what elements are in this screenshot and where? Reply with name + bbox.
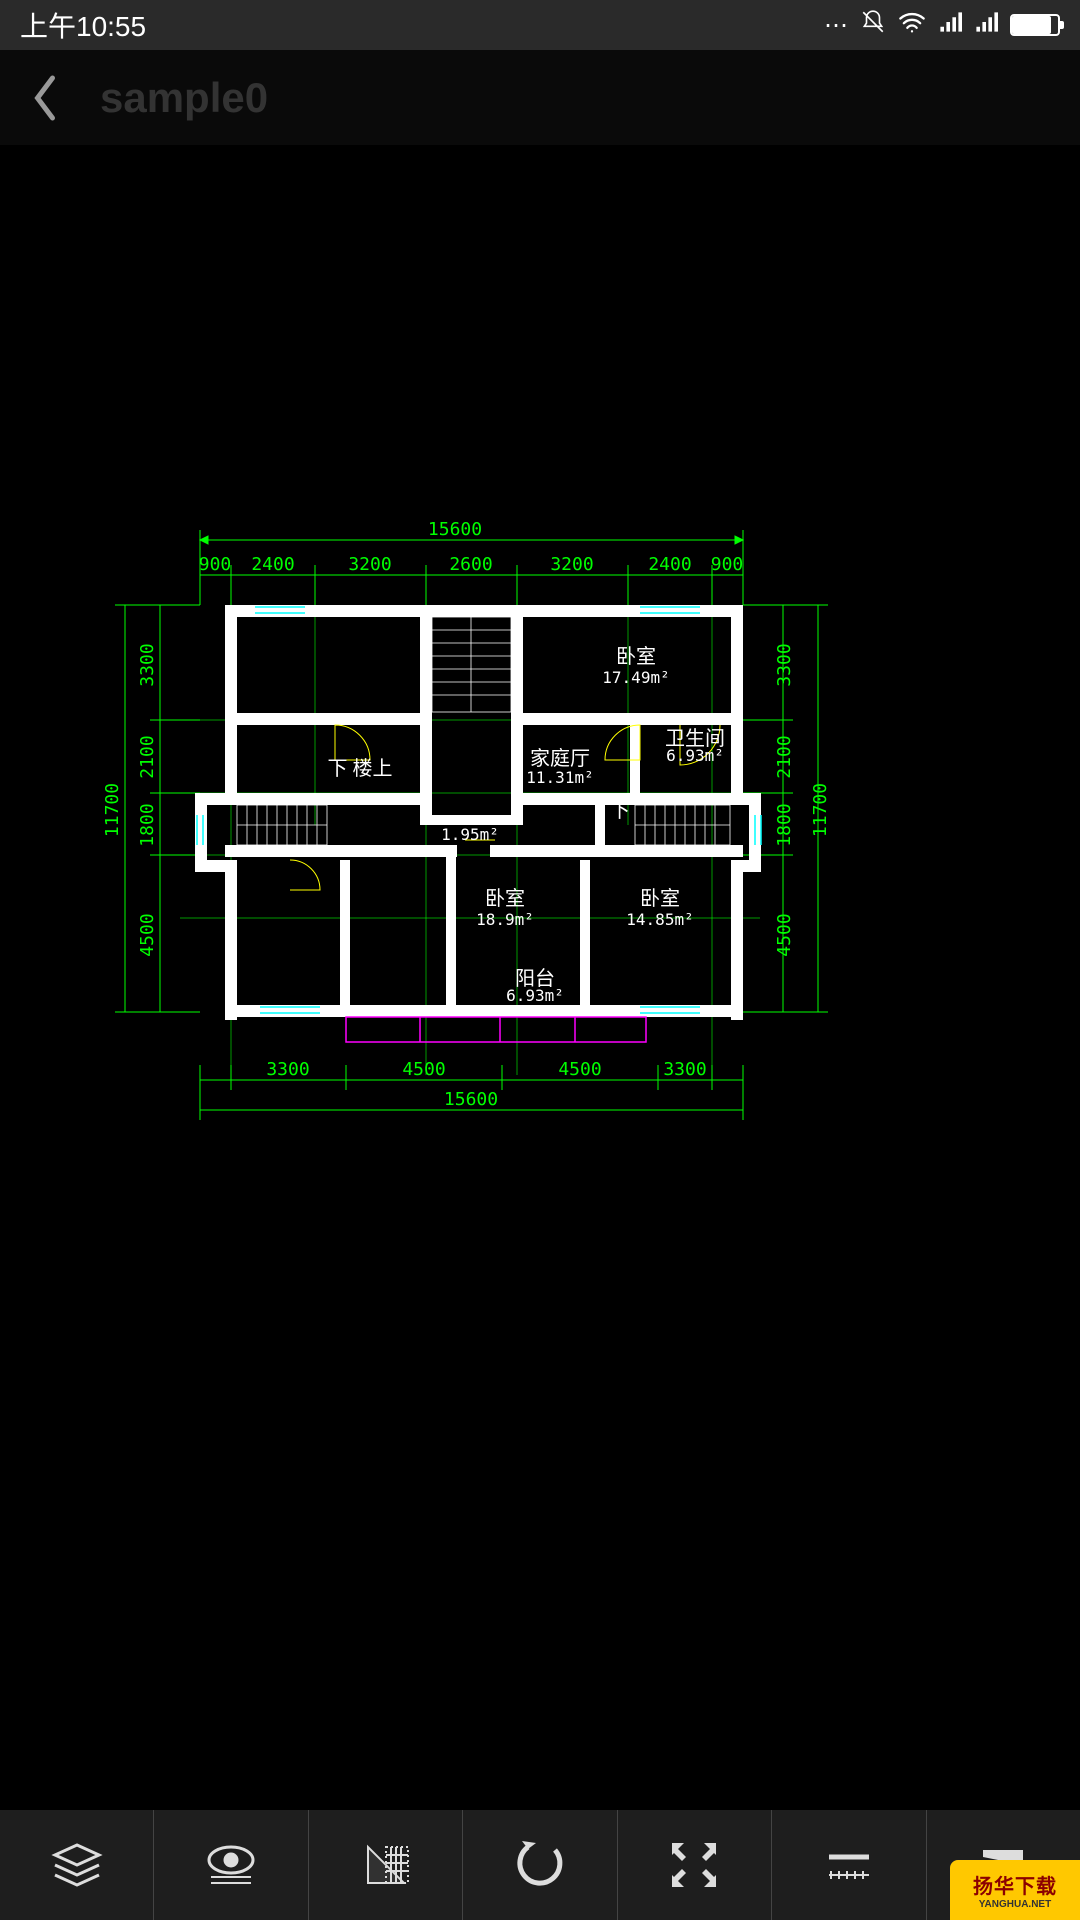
- room-5-area: 1.95m²: [441, 825, 499, 844]
- floorplan-drawing: 15600 900 2400 3200 2600 3200 2400 900: [0, 145, 1080, 1810]
- dim-top-6: 900: [711, 554, 744, 575]
- dim-left-0: 3300: [137, 643, 158, 686]
- watermark-badge: 扬华下载 YANGHUA.NET: [950, 1860, 1080, 1920]
- dim-bot-2: 4500: [558, 1059, 601, 1080]
- triangle-button[interactable]: [309, 1810, 463, 1920]
- dim-top-0: 900: [199, 554, 232, 575]
- watermark-title: 扬华下载: [973, 1870, 1057, 1899]
- dim-bot-3: 3300: [663, 1059, 706, 1080]
- dim-right-0: 3300: [774, 643, 795, 686]
- dim-left-2: 1800: [137, 803, 158, 846]
- status-bar: 上午10:55 ⋯: [0, 0, 1080, 50]
- room-4-label: 下: [610, 800, 630, 822]
- dim-right-1: 2100: [774, 735, 795, 778]
- status-icons: ⋯: [824, 9, 1060, 42]
- layers-button[interactable]: [0, 1810, 154, 1920]
- dim-left-1: 2100: [137, 735, 158, 778]
- bottom-toolbar: [0, 1810, 1080, 1920]
- dim-bot-1: 4500: [402, 1059, 445, 1080]
- room-0-area: 17.49m²: [602, 668, 669, 687]
- doors: [290, 725, 720, 890]
- dim-top-2: 3200: [348, 554, 391, 575]
- room-1-area: 6.93m²: [666, 746, 724, 765]
- cad-viewport[interactable]: 15600 900 2400 3200 2600 3200 2400 900: [0, 145, 1080, 1810]
- dim-top-5: 2400: [648, 554, 691, 575]
- dim-bot-leader: 15600: [444, 1089, 498, 1110]
- app-header: sample0: [0, 50, 1080, 145]
- back-button[interactable]: [20, 73, 70, 123]
- dim-top-4: 3200: [550, 554, 593, 575]
- room-2-area: 11.31m²: [526, 768, 593, 787]
- windows: [197, 607, 761, 1013]
- signal1-icon: [938, 10, 962, 41]
- dim-left-3: 4500: [137, 913, 158, 956]
- alarm-off-icon: [860, 9, 886, 42]
- wifi-icon: [898, 10, 926, 41]
- room-8-area: 6.93m²: [506, 986, 564, 1005]
- undo-button[interactable]: [463, 1810, 617, 1920]
- page-title: sample0: [100, 74, 268, 122]
- room-2-label: 家庭厅: [530, 747, 590, 770]
- stairs-center: [432, 617, 511, 712]
- room-6-area: 18.9m²: [476, 910, 534, 929]
- room-6-label: 卧室: [485, 887, 525, 910]
- line-tool-button[interactable]: [772, 1810, 926, 1920]
- dim-right-2: 1800: [774, 803, 795, 846]
- status-time: 上午10:55: [20, 5, 146, 45]
- watermark-url: YANGHUA.NET: [979, 1899, 1051, 1910]
- battery-icon: [1010, 14, 1060, 36]
- dim-right-leader: 11700: [810, 783, 831, 837]
- dim-top-1: 2400: [251, 554, 294, 575]
- dim-bot-0: 3300: [266, 1059, 309, 1080]
- stairs-right: [635, 805, 730, 845]
- dim-right-3: 4500: [774, 913, 795, 956]
- room-7-area: 14.85m²: [626, 910, 693, 929]
- visibility-button[interactable]: [154, 1810, 308, 1920]
- room-3-label: 下 楼上: [328, 757, 393, 780]
- dots-icon: ⋯: [824, 11, 848, 40]
- stairs-left: [237, 805, 327, 845]
- dim-left-leader: 11700: [102, 783, 123, 837]
- walls: [195, 605, 761, 1020]
- fit-button[interactable]: [618, 1810, 772, 1920]
- dim-top-3: 2600: [449, 554, 492, 575]
- signal2-icon: [974, 10, 998, 41]
- room-0-label: 卧室: [616, 645, 656, 668]
- dim-top-leader: 15600: [428, 519, 482, 540]
- balcony: [346, 1017, 646, 1042]
- room-7-label: 卧室: [640, 887, 680, 910]
